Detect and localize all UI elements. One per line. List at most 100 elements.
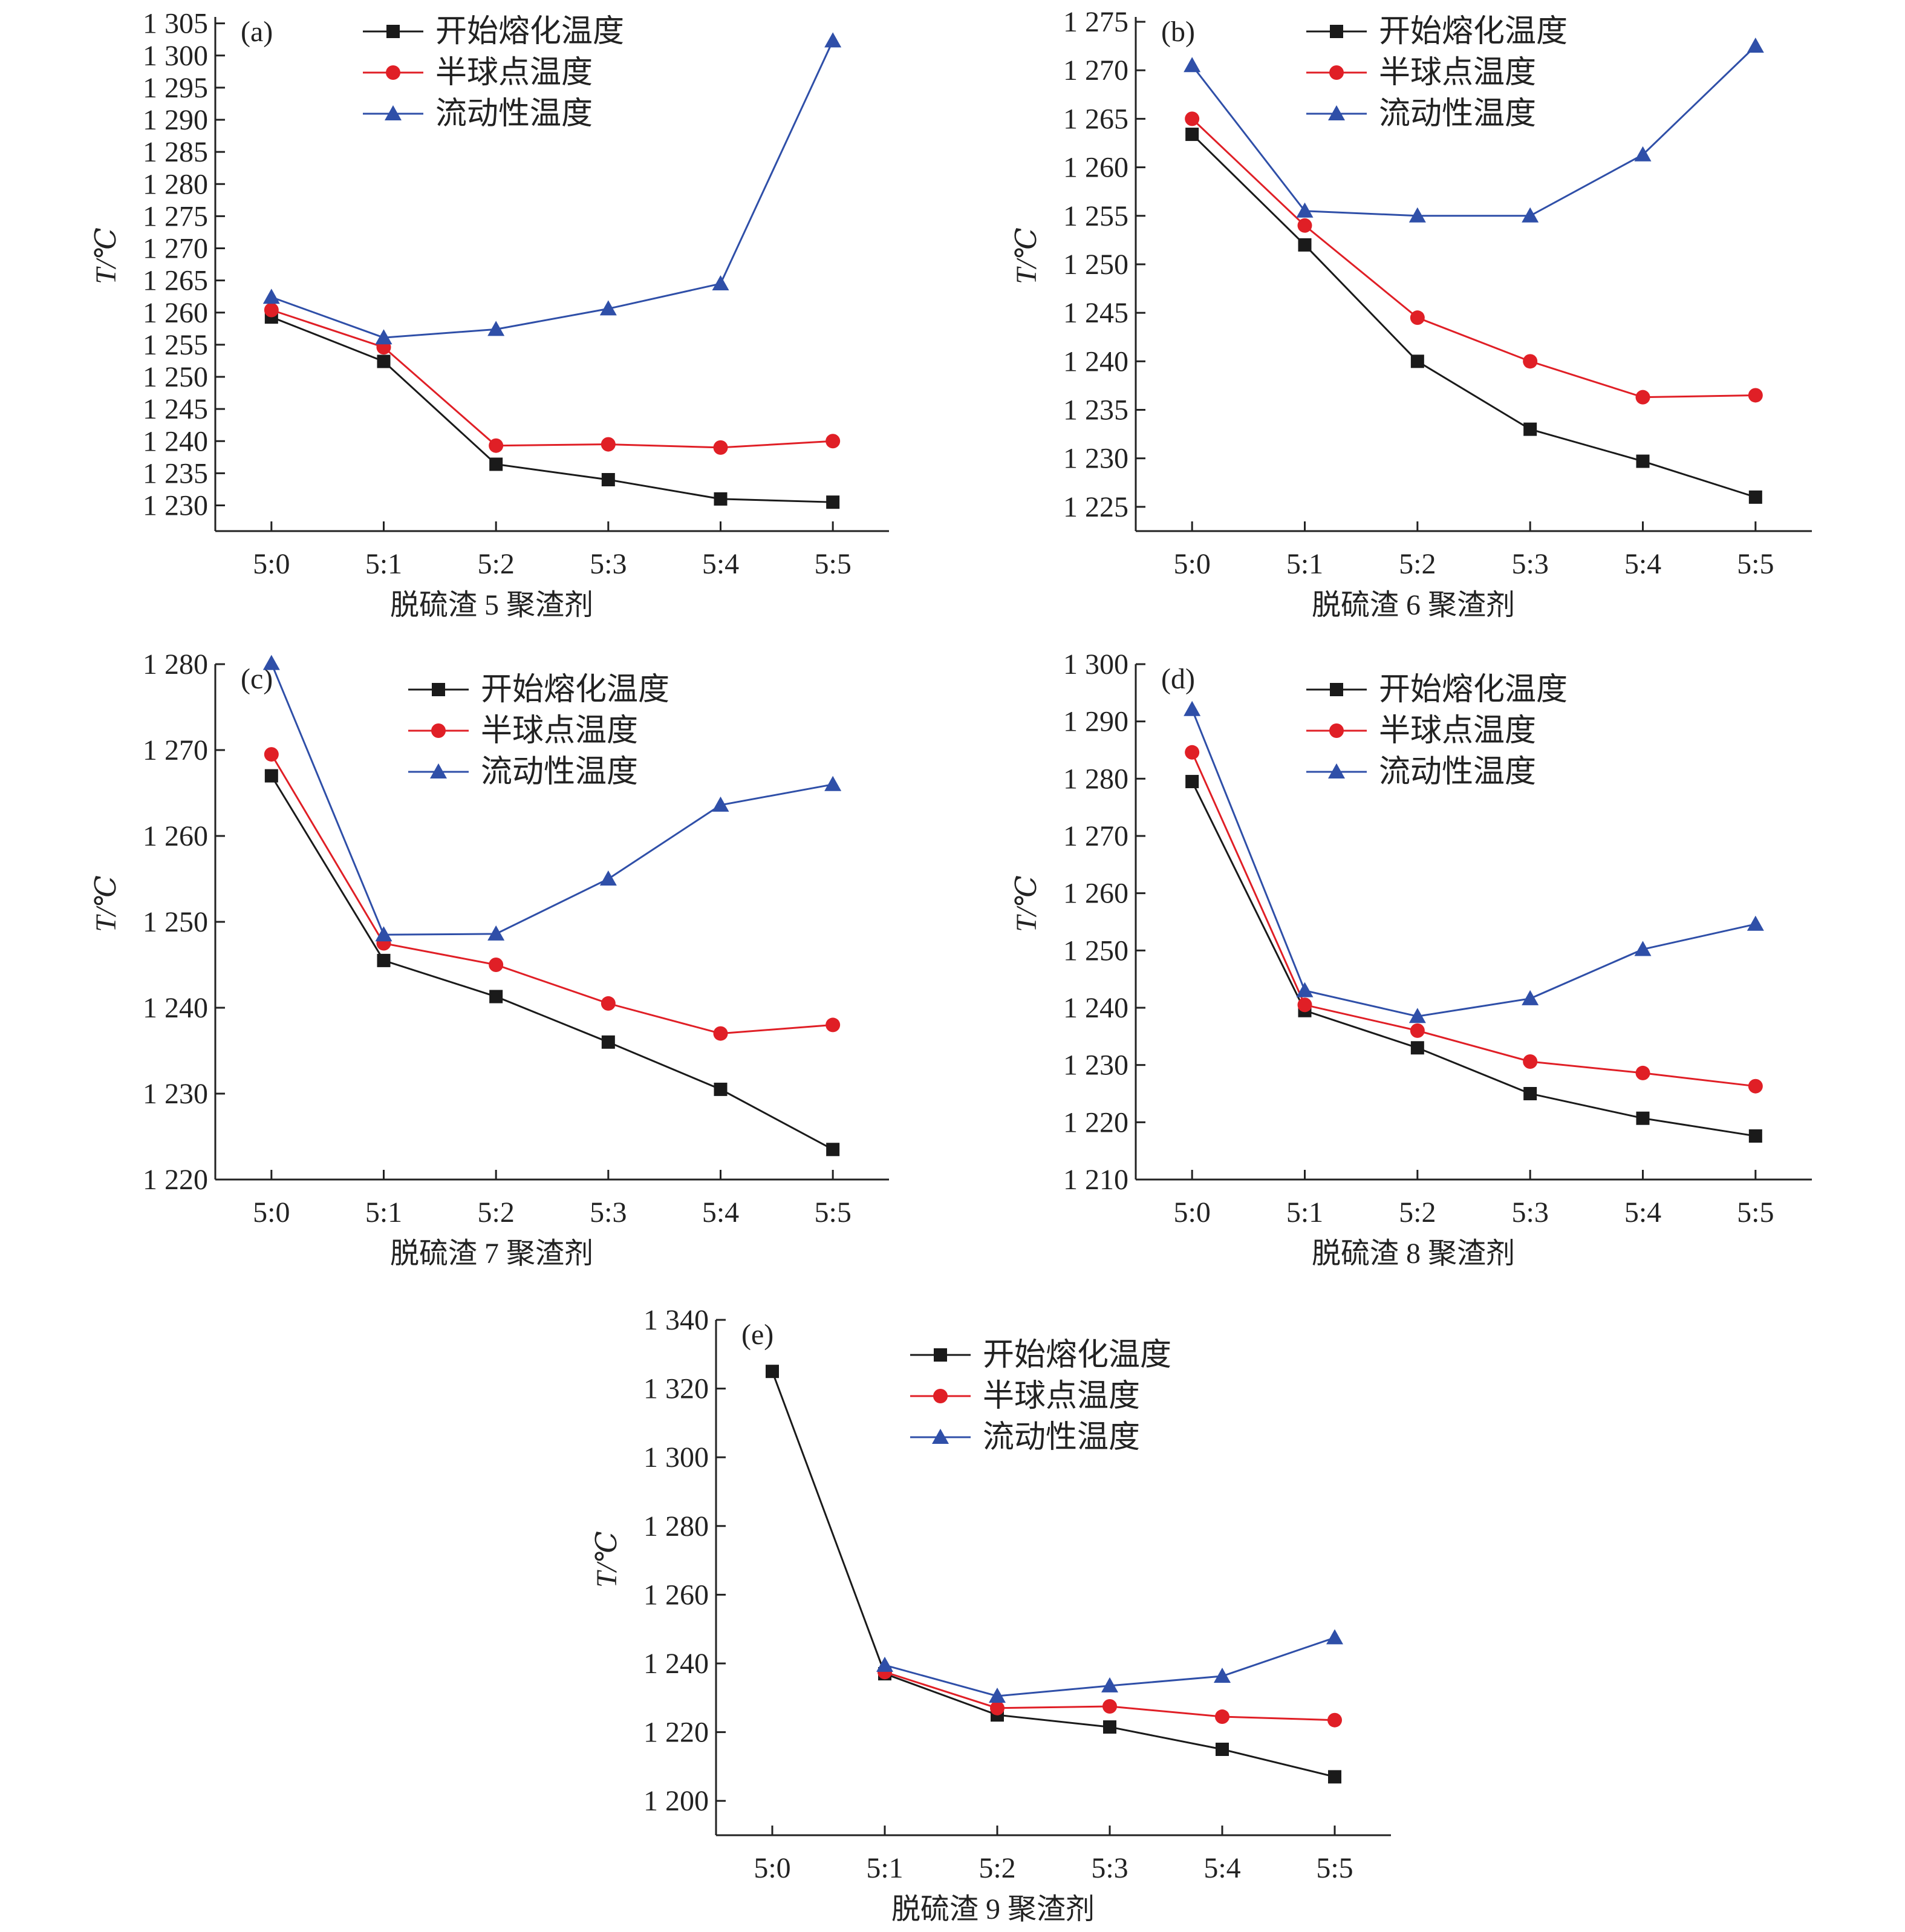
y-tick-label: 1 230 xyxy=(1063,1049,1128,1082)
legend-marker xyxy=(1329,65,1344,80)
y-tick-label: 1 240 xyxy=(1063,345,1128,377)
data-point xyxy=(1102,1699,1117,1714)
y-tick-label: 1 240 xyxy=(1063,992,1128,1024)
data-point xyxy=(1748,388,1763,403)
data-point xyxy=(1296,202,1314,218)
data-point xyxy=(1634,941,1652,956)
legend-marker xyxy=(1330,25,1343,38)
data-point xyxy=(1523,354,1538,369)
data-point xyxy=(489,457,503,471)
series-line xyxy=(1191,781,1756,1137)
data-point xyxy=(1523,422,1537,436)
series-line xyxy=(271,316,833,503)
data-point xyxy=(989,1687,1006,1703)
data-point xyxy=(1214,1668,1231,1683)
data-point xyxy=(1185,745,1200,760)
data-point xyxy=(375,329,392,345)
x-tick-label: 5:5 xyxy=(1737,548,1774,580)
legend-marker xyxy=(933,1389,948,1403)
y-tick-label: 1 340 xyxy=(643,1304,709,1336)
y-tick-label: 1 255 xyxy=(143,329,208,361)
data-point xyxy=(489,990,503,1004)
legend-marker xyxy=(934,1348,947,1362)
panel-label: (b) xyxy=(1161,16,1195,48)
y-tick-label: 1 265 xyxy=(1063,103,1128,135)
y-tick-label: 1 260 xyxy=(1063,152,1128,184)
data-point xyxy=(1103,1720,1116,1734)
y-tick-label: 1 245 xyxy=(143,393,208,425)
data-point xyxy=(714,1082,728,1096)
legend-label: 半球点温度 xyxy=(435,56,593,90)
x-axis-label: 脱硫渣 8 聚渣剂 xyxy=(1312,1238,1515,1270)
series-3 xyxy=(1184,700,1764,1023)
series-line xyxy=(271,40,834,339)
data-point xyxy=(826,434,841,449)
data-point xyxy=(826,1017,841,1033)
data-point xyxy=(1410,1023,1425,1038)
y-tick-label: 1 295 xyxy=(143,72,208,104)
x-tick-label: 5:2 xyxy=(1399,548,1436,580)
legend-label: 开始熔化温度 xyxy=(1379,15,1568,49)
data-point xyxy=(712,796,729,812)
y-tick-label: 1 260 xyxy=(1063,878,1128,910)
x-tick-label: 5:3 xyxy=(590,1196,627,1229)
x-tick-label: 5:5 xyxy=(1316,1852,1353,1884)
y-tick-label: 1 300 xyxy=(643,1441,709,1473)
data-point xyxy=(601,473,615,486)
series-3 xyxy=(876,1629,1343,1703)
legend-label: 流动性温度 xyxy=(481,755,638,789)
x-tick-label: 5:4 xyxy=(1624,1196,1661,1229)
y-axis-label: T/℃ xyxy=(1011,875,1043,932)
y-tick-label: 1 230 xyxy=(1063,443,1128,475)
data-point xyxy=(1215,1709,1229,1725)
data-point xyxy=(824,775,842,791)
data-point xyxy=(1748,1129,1762,1143)
legend-marker xyxy=(1328,763,1345,778)
data-point xyxy=(489,438,504,453)
y-tick-label: 1 250 xyxy=(1063,935,1128,967)
x-tick-label: 5:2 xyxy=(477,548,514,580)
data-point xyxy=(1523,1054,1538,1069)
panel-label: (d) xyxy=(1161,663,1195,695)
data-point xyxy=(377,953,391,967)
y-tick-label: 1 290 xyxy=(143,104,208,136)
x-axis-label: 脱硫渣 7 聚渣剂 xyxy=(390,1238,593,1270)
data-point xyxy=(1748,490,1762,504)
y-tick-label: 1 260 xyxy=(143,297,208,329)
series-1 xyxy=(1185,128,1762,504)
x-tick-label: 5:3 xyxy=(1091,1852,1128,1884)
y-tick-label: 1 270 xyxy=(1063,820,1128,852)
legend-marker xyxy=(431,723,446,738)
y-tick-label: 1 275 xyxy=(143,200,208,232)
chart-panel-e: 1 200 1 220 1 240 1 260 1 280 1 300 1 320 1 340… xyxy=(591,1304,1391,1925)
chart-panel-b: 1 225 1 230 1 235 1 240 1 245 1 250 1 255 1 260… xyxy=(1011,6,1812,621)
data-point xyxy=(1298,238,1312,252)
series-line xyxy=(1191,709,1756,1017)
y-tick-label: 1 300 xyxy=(1063,648,1128,680)
data-point xyxy=(1297,997,1312,1013)
data-point xyxy=(712,275,729,290)
data-point xyxy=(1185,775,1199,789)
data-point xyxy=(487,925,505,941)
y-tick-label: 1 235 xyxy=(143,457,208,489)
data-point xyxy=(375,926,392,942)
legend-marker xyxy=(386,65,400,80)
x-tick-label: 5:3 xyxy=(1511,548,1548,580)
series-3 xyxy=(1184,38,1764,223)
x-tick-label: 5:1 xyxy=(1286,1196,1323,1229)
data-point xyxy=(1747,915,1764,931)
data-point xyxy=(1328,1770,1341,1784)
data-point xyxy=(826,495,840,509)
data-point xyxy=(1296,982,1314,997)
y-tick-label: 1 290 xyxy=(1063,706,1128,738)
series-line xyxy=(270,775,833,1150)
data-point xyxy=(1185,111,1200,126)
data-point xyxy=(264,302,279,318)
